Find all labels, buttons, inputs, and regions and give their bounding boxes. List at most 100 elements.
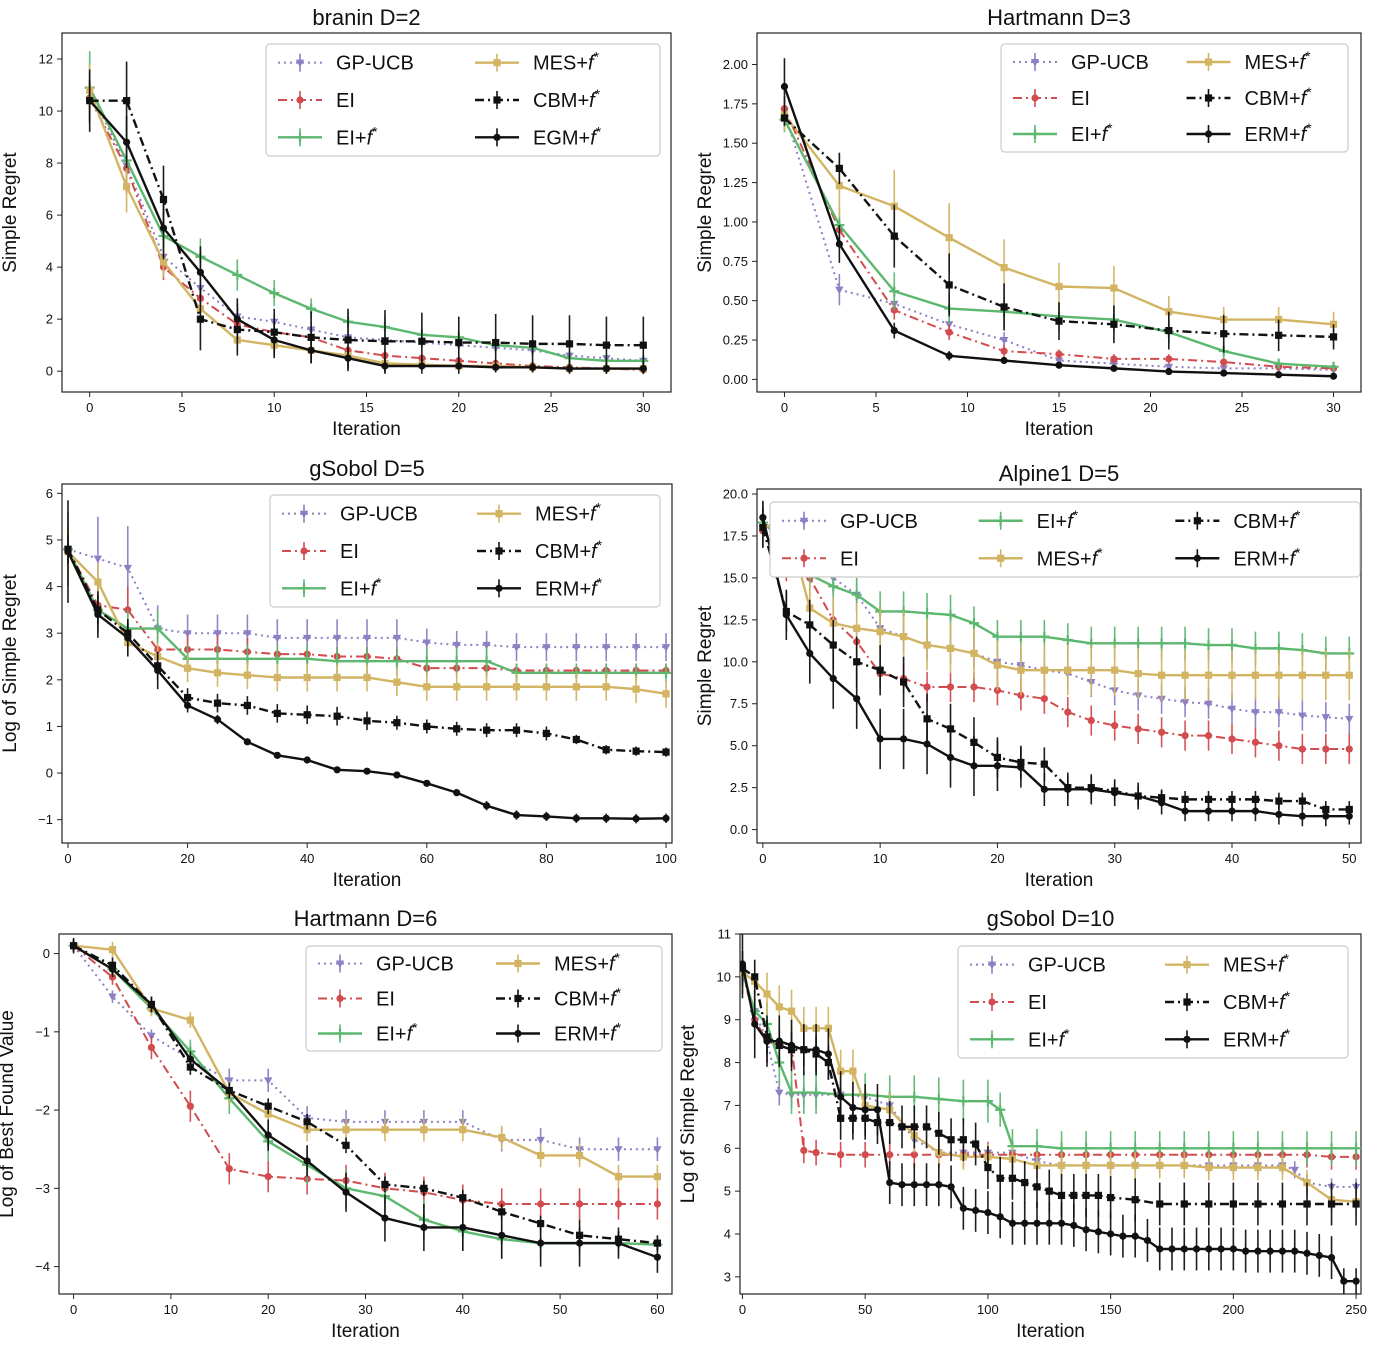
x-tick-label: 30 bbox=[1107, 851, 1121, 866]
legend-label-sup: * bbox=[1295, 544, 1301, 560]
data-point bbox=[947, 1183, 955, 1191]
data-point bbox=[1033, 1219, 1041, 1227]
data-point bbox=[264, 1131, 272, 1139]
data-point bbox=[984, 1208, 992, 1217]
x-tick-label: 20 bbox=[180, 851, 194, 866]
data-point bbox=[1291, 1247, 1299, 1255]
data-point bbox=[542, 683, 551, 691]
data-point bbox=[835, 240, 843, 248]
data-point bbox=[528, 363, 537, 371]
y-tick-label: 4 bbox=[46, 260, 53, 275]
y-tick-label: 9 bbox=[724, 1012, 731, 1027]
data-point bbox=[122, 97, 131, 105]
data-point bbox=[537, 1200, 545, 1208]
legend-label: ERM+f* bbox=[1223, 1025, 1291, 1051]
data-point bbox=[886, 1118, 894, 1127]
data-point bbox=[1252, 1143, 1263, 1154]
legend-label: MES+f* bbox=[1245, 48, 1312, 74]
data-point bbox=[886, 1178, 894, 1187]
series-line bbox=[72, 944, 658, 1205]
data-point bbox=[147, 1000, 156, 1009]
data-point bbox=[1000, 356, 1008, 365]
data-point bbox=[572, 644, 581, 652]
y-tick-label: 4 bbox=[724, 1227, 731, 1242]
legend-label-f: f bbox=[1102, 124, 1110, 146]
y-tick-label: 0.50 bbox=[723, 293, 748, 308]
data-point bbox=[775, 1037, 783, 1045]
data-point bbox=[1165, 355, 1173, 363]
data-point bbox=[1322, 671, 1330, 679]
data-point bbox=[1156, 1245, 1164, 1253]
data-point bbox=[108, 993, 117, 1002]
data-point bbox=[1220, 358, 1228, 366]
x-tick-label: 200 bbox=[1223, 1302, 1245, 1317]
legend-label-sup: * bbox=[1285, 988, 1291, 1004]
legend-label: EI bbox=[376, 989, 395, 1011]
data-point bbox=[1087, 666, 1095, 674]
x-tick-label: 30 bbox=[636, 400, 650, 415]
data-point bbox=[1000, 303, 1008, 311]
legend-item-mes-f: MES+f* bbox=[496, 950, 621, 976]
series-line bbox=[783, 111, 1334, 371]
data-point bbox=[935, 1129, 943, 1137]
legend-label-base: CBM+ bbox=[1245, 88, 1301, 110]
legend-label-sup: * bbox=[1306, 84, 1312, 100]
legend-item-gp-ucb: GP-UCB bbox=[278, 53, 414, 75]
data-point bbox=[835, 182, 843, 190]
data-point bbox=[572, 735, 580, 744]
data-point bbox=[1251, 807, 1260, 815]
data-point bbox=[94, 610, 102, 619]
data-point bbox=[602, 644, 611, 652]
data-point bbox=[1226, 640, 1237, 651]
legend-marker bbox=[299, 583, 309, 594]
panel-branin-d2: 0 5 10 15 20 25 30 0 2 4 6 8 10 12 branin D=2 Iteration… bbox=[0, 5, 672, 440]
y-tick-label: 1.00 bbox=[723, 214, 748, 229]
legend-item-erm-f: ERM+f* bbox=[477, 574, 603, 600]
data-point bbox=[1203, 1143, 1214, 1154]
data-point bbox=[381, 1214, 389, 1222]
data-point bbox=[264, 1173, 272, 1181]
panel-gsobol-d5: 0 20 40 60 80 100 −1 0 1 2 3 4 5 6 gSobol D=5 Iteration… bbox=[0, 456, 677, 891]
data-point bbox=[1064, 666, 1072, 674]
legend-marker bbox=[495, 510, 503, 518]
y-tick-label: −4 bbox=[35, 1259, 50, 1274]
legend-label-f: f bbox=[407, 1024, 415, 1046]
data-point bbox=[183, 664, 192, 672]
data-point bbox=[1111, 721, 1119, 730]
data-point bbox=[1228, 807, 1236, 815]
data-point bbox=[946, 644, 955, 652]
data-point bbox=[653, 1173, 662, 1181]
legend-box bbox=[305, 945, 663, 1052]
data-point bbox=[270, 336, 278, 344]
data-point bbox=[186, 1102, 194, 1110]
legend-label-f: f bbox=[588, 53, 596, 75]
data-point bbox=[1045, 1219, 1053, 1227]
x-tick-label: 50 bbox=[1342, 851, 1356, 866]
series-erm-f bbox=[780, 58, 1338, 380]
legend-label: EI+f* bbox=[1071, 120, 1113, 146]
legend-marker bbox=[987, 961, 997, 970]
data-point bbox=[420, 1184, 428, 1192]
data-point bbox=[1204, 700, 1213, 709]
data-point bbox=[1015, 631, 1026, 642]
legend-label-sup: * bbox=[615, 950, 621, 966]
data-point bbox=[984, 1163, 992, 1172]
data-point bbox=[213, 715, 222, 724]
data-point bbox=[1130, 1143, 1141, 1154]
legend-label-sup: * bbox=[1285, 1025, 1291, 1041]
data-point bbox=[935, 1181, 943, 1189]
data-point bbox=[333, 673, 341, 682]
series-erm-f bbox=[759, 500, 1353, 827]
data-point bbox=[970, 649, 978, 658]
data-point bbox=[876, 735, 884, 743]
legend-label-base: EI+ bbox=[336, 127, 367, 149]
legend-item-erm-f: ERM+f* bbox=[1186, 120, 1312, 146]
legend-label-base: ERM+ bbox=[1233, 548, 1289, 570]
data-point bbox=[614, 1239, 623, 1247]
data-point bbox=[811, 1087, 822, 1098]
y-axis-label: Log of Best Found Value bbox=[0, 1010, 18, 1218]
data-point bbox=[992, 631, 1003, 642]
data-point bbox=[632, 747, 640, 755]
data-point bbox=[302, 634, 312, 643]
